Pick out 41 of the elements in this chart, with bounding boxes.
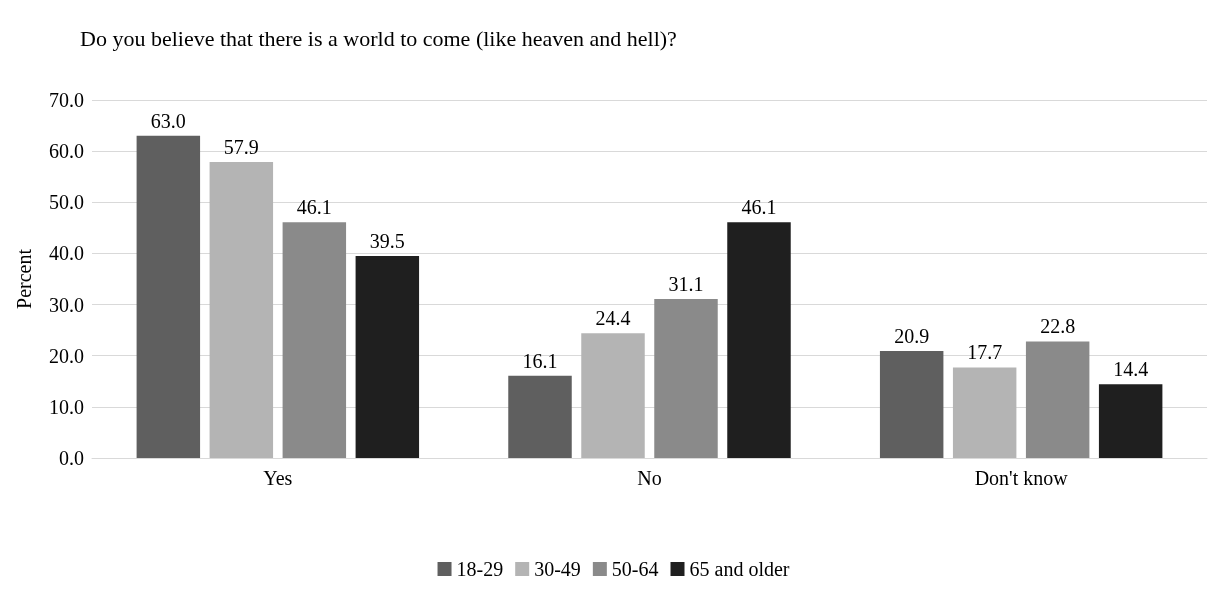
- y-tick-label: 0.0: [59, 447, 84, 469]
- data-label: 31.1: [668, 272, 704, 295]
- bar: [508, 375, 572, 458]
- y-axis-title: Percent: [13, 248, 35, 309]
- data-label: 63.0: [150, 109, 186, 132]
- legend-label: 18-29: [456, 558, 504, 580]
- bar: [136, 135, 201, 458]
- data-label: 57.9: [223, 135, 259, 158]
- y-tick-label: 40.0: [49, 242, 84, 265]
- bar: [581, 333, 645, 458]
- y-tick-label: 70.0: [49, 89, 84, 111]
- data-label: 20.9: [894, 325, 930, 348]
- y-tick-label: 30.0: [49, 293, 84, 316]
- y-tick-label: 20.0: [49, 344, 84, 367]
- bar: [1098, 384, 1163, 458]
- bar: [209, 161, 274, 458]
- data-label: 46.1: [296, 196, 332, 219]
- data-label: 46.1: [741, 196, 777, 219]
- bar: [355, 255, 420, 458]
- bar: [1025, 341, 1090, 458]
- x-tick-label: Yes: [263, 467, 293, 489]
- bar: [654, 298, 718, 458]
- y-tick-label: 60.0: [49, 140, 84, 163]
- legend-label: 50-64: [611, 558, 659, 580]
- data-label: 17.7: [967, 341, 1003, 364]
- bar: [727, 222, 791, 458]
- data-label: 22.8: [1040, 315, 1076, 338]
- data-label: 24.4: [595, 307, 631, 330]
- legend-label: 30-49: [534, 558, 581, 580]
- data-label: 39.5: [369, 229, 405, 252]
- x-tick-label: Don't know: [974, 467, 1069, 489]
- chart-title: Do you believe that there is a world to come (like heaven and hell)?: [80, 25, 677, 51]
- bar: [879, 351, 944, 458]
- legend-label: 65 and older: [689, 558, 790, 580]
- bar: [952, 367, 1017, 458]
- y-tick-label: 50.0: [49, 191, 84, 214]
- x-tick-label: No: [637, 467, 662, 489]
- data-label: 16.1: [522, 349, 558, 372]
- bar: [282, 222, 347, 458]
- y-tick-label: 10.0: [49, 395, 84, 418]
- data-label: 14.4: [1113, 358, 1149, 381]
